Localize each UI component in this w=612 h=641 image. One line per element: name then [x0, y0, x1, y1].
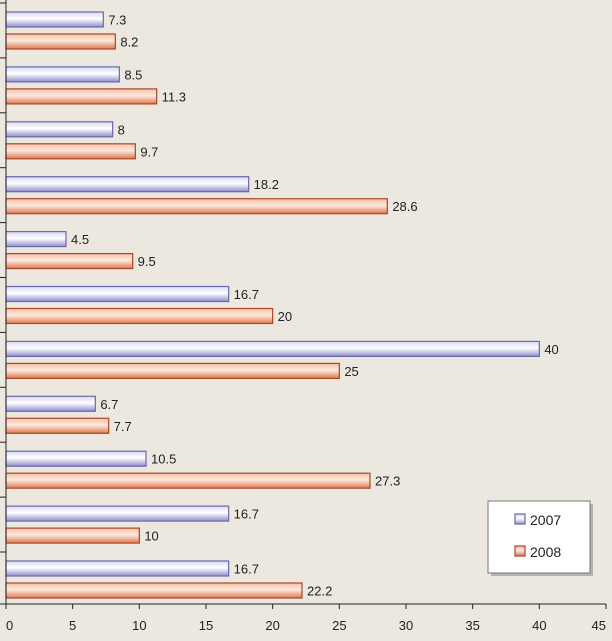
data-label-2007-1: 7.3 [108, 13, 126, 28]
bar-2007-6 [5, 285, 230, 303]
data-label-2008-2: 11.3 [162, 89, 186, 104]
x-tick-label: 15 [199, 618, 213, 633]
bar-2008-5 [5, 253, 134, 270]
bar-2008-1 [5, 33, 116, 50]
x-tick-label: 0 [6, 618, 13, 633]
bar-2007-11 [5, 560, 230, 577]
bar-2008-7 [5, 362, 340, 379]
bar-2007-2 [5, 66, 120, 83]
data-label-2007-9: 10.5 [151, 452, 176, 467]
bar-2008-6 [5, 307, 274, 325]
data-label-2007-4: 18.2 [254, 177, 279, 192]
bar-2008-4 [5, 198, 388, 215]
data-label-2007-2: 8.5 [124, 67, 142, 82]
data-label-2008-9: 27.3 [375, 474, 400, 489]
data-label-2007-3: 8 [118, 122, 125, 137]
data-label-2008-7: 25 [344, 364, 358, 379]
x-tick-label: 35 [465, 618, 479, 633]
bar-2008-9 [5, 472, 371, 489]
bar-2008-3 [5, 143, 136, 160]
data-label-2007-7: 40 [544, 342, 558, 357]
bars-layer: 7.3 8.2 8.5 11.3 8 9.7 18.2 28.6 4.5 9.5 16.7 20 40 2… [5, 11, 559, 599]
bar-2007-9 [5, 450, 147, 467]
bar-2007-7 [5, 340, 540, 357]
data-label-2008-4: 28.6 [392, 199, 417, 214]
x-tick-label: 20 [265, 618, 279, 633]
legend-label-2007: 2007 [530, 512, 561, 528]
bar-2007-1 [5, 11, 104, 28]
x-axis: 0 5 10 15 20 25 30 35 40 45 [0, 0, 607, 633]
legend-swatch-2007 [514, 513, 526, 525]
bar-2007-4 [5, 176, 250, 193]
data-label-2008-5: 9.5 [138, 254, 156, 269]
data-label-2007-10: 16.7 [234, 507, 259, 522]
data-label-2007-11: 16.7 [234, 562, 259, 577]
x-tick-label: 30 [399, 618, 413, 633]
bar-2007-3 [5, 121, 114, 138]
x-tick-label: 40 [532, 618, 546, 633]
data-label-2007-8: 6.7 [100, 397, 118, 412]
bar-2007-10 [5, 505, 230, 522]
bar-2008-10 [5, 527, 140, 544]
legend-box [487, 500, 591, 574]
data-label-2008-6: 20 [278, 309, 292, 324]
legend: 2007 2008 [487, 500, 593, 576]
bar-2007-5 [5, 231, 67, 248]
data-label-2008-11: 22.2 [307, 584, 332, 599]
data-label-2008-3: 9.7 [140, 144, 158, 159]
bar-2008-11 [5, 582, 303, 599]
data-label-2008-8: 7.7 [114, 419, 132, 434]
bar-2007-8 [5, 395, 96, 412]
x-tick-label: 45 [592, 618, 606, 633]
data-label-2008-1: 8.2 [120, 35, 138, 50]
data-label-2008-10: 10 [144, 529, 158, 544]
x-tick-label: 5 [69, 618, 76, 633]
data-label-2007-5: 4.5 [71, 232, 89, 247]
legend-label-2008: 2008 [530, 544, 561, 560]
x-tick-label: 25 [332, 618, 346, 633]
bar-2008-8 [5, 417, 110, 434]
bar-2008-2 [5, 88, 158, 105]
data-label-2007-6: 16.7 [234, 287, 259, 302]
legend-swatch-2008 [514, 545, 526, 557]
x-tick-label: 10 [132, 618, 146, 633]
